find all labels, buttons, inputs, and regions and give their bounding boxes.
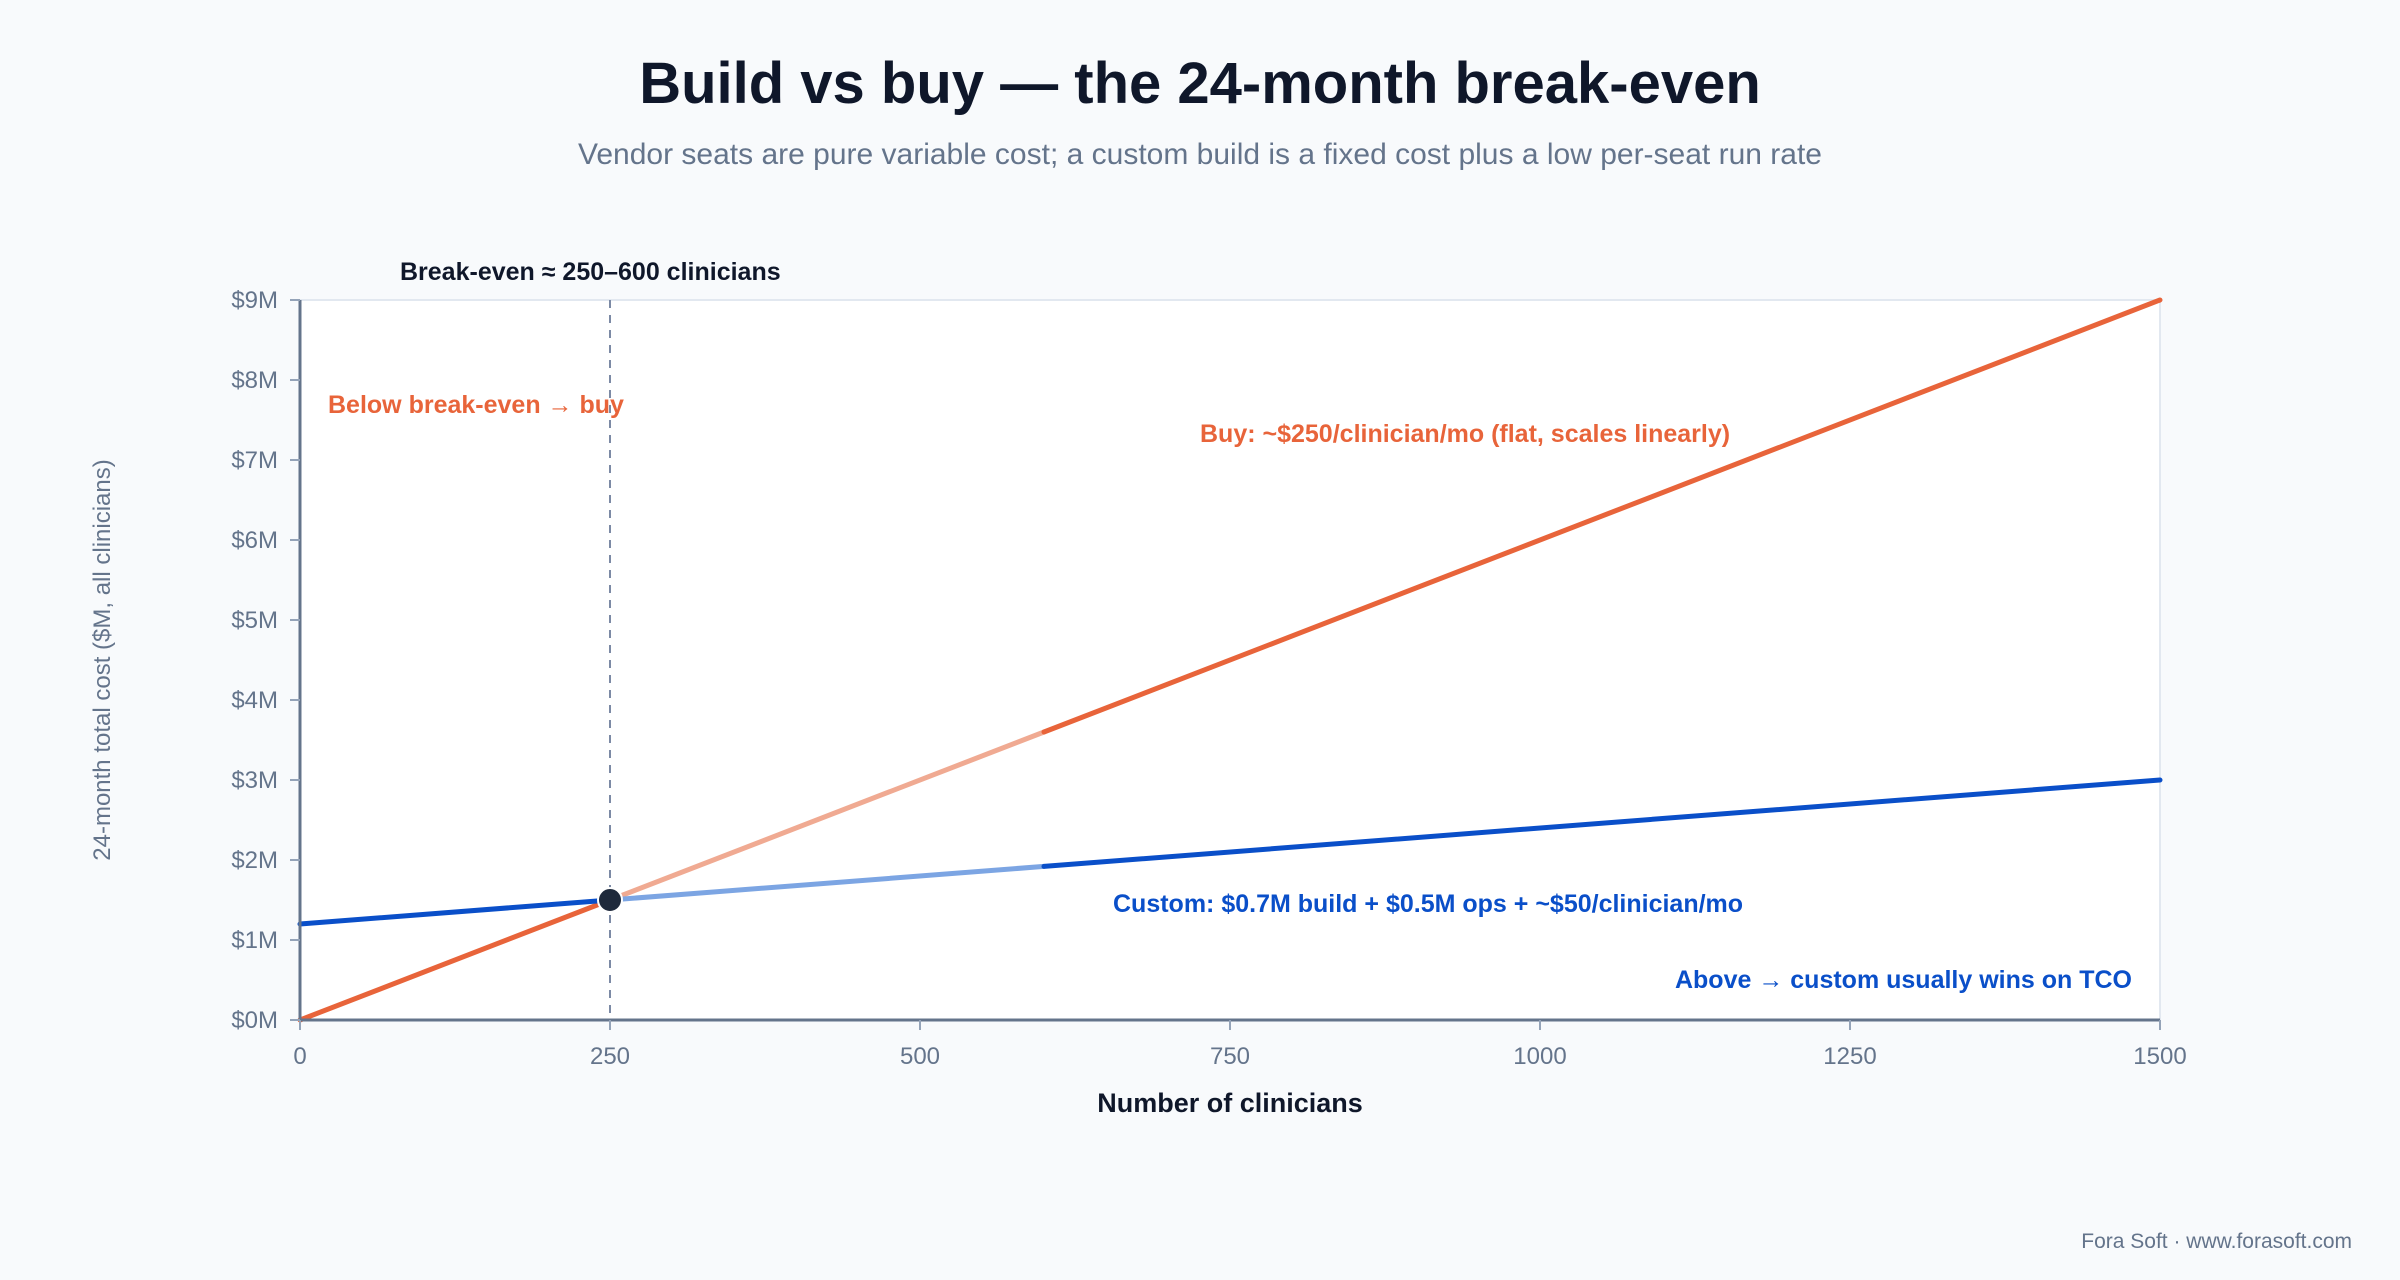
series-layer	[297, 297, 2163, 1023]
y-tick-label: $5M	[231, 607, 278, 634]
y-tick-label: $3M	[231, 767, 278, 794]
y-tick-label: $0M	[231, 1007, 278, 1034]
below-annotation: Below break-even → buy	[328, 391, 624, 419]
chart-title: Build vs buy — the 24-month break-even	[639, 51, 1761, 116]
above-annotation: Above → custom usually wins on TCO	[1675, 966, 2132, 994]
y-tick-label: $9M	[231, 287, 278, 314]
y-tick-label: $7M	[231, 447, 278, 474]
x-axis-title: Number of clinicians	[1097, 1088, 1363, 1118]
custom-series-segment-2	[1041, 777, 2163, 869]
y-tick-label: $2M	[231, 847, 278, 874]
x-tick-label: 500	[900, 1043, 940, 1070]
y-axis-title: 24-month total cost ($M, all clinicians)	[89, 459, 116, 860]
buy-series-segment-0	[297, 897, 613, 1023]
custom-series-segment-1	[607, 863, 1047, 903]
x-tick-label: 1500	[2133, 1043, 2186, 1070]
footer-credit: Fora Soft · www.forasoft.com	[2081, 1230, 2352, 1253]
y-tick-label: $6M	[231, 527, 278, 554]
custom-annotation: Custom: $0.7M build + $0.5M ops + ~$50/c…	[1113, 890, 1743, 918]
ticks-layer: 0 250 500 750 1000 1250 1500 $0M $1M $2M $3M $4M $5M…	[231, 287, 2186, 1070]
y-tick-label: $8M	[231, 367, 278, 394]
y-tick-label: $4M	[231, 687, 278, 714]
break-even-annotation: Break-even ≈ 250–600 clinicians	[400, 258, 781, 286]
buy-series-segment-1	[607, 729, 1047, 903]
x-tick-label: 250	[590, 1043, 630, 1070]
x-tick-label: 1000	[1513, 1043, 1566, 1070]
chart-subtitle: Vendor seats are pure variable cost; a c…	[578, 138, 1822, 171]
x-tick-label: 750	[1210, 1043, 1250, 1070]
x-tick-label: 1250	[1823, 1043, 1876, 1070]
custom-series-segment-0	[297, 897, 613, 927]
buy-series-segment-2	[1041, 297, 2163, 735]
buy-annotation: Buy: ~$250/clinician/mo (flat, scales li…	[1200, 420, 1730, 448]
y-tick-label: $1M	[231, 927, 278, 954]
break-even-marker	[597, 887, 623, 913]
x-tick-label: 0	[293, 1043, 306, 1070]
